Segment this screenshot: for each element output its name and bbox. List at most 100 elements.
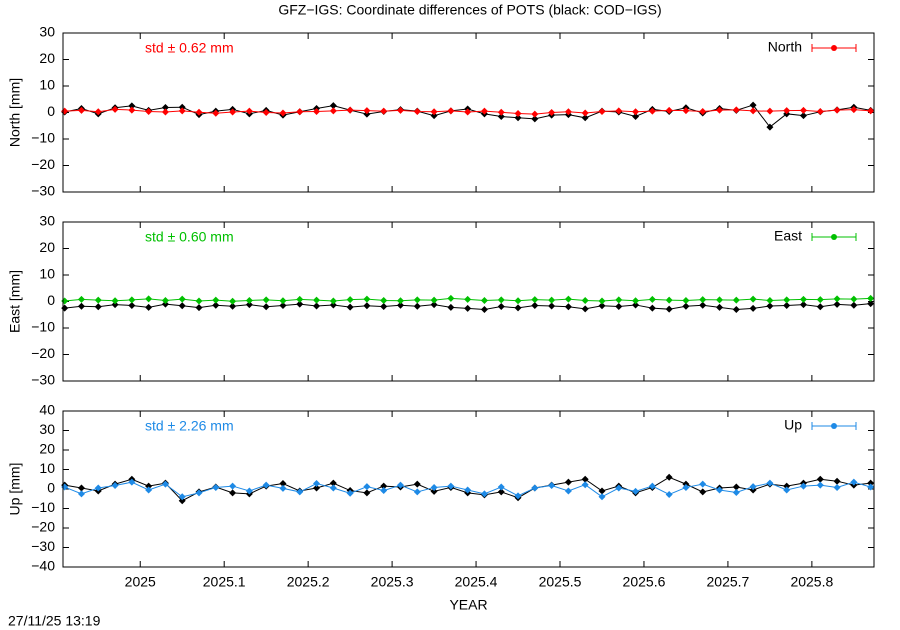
data-point <box>447 294 455 302</box>
data-point <box>111 301 119 309</box>
data-point <box>732 305 740 313</box>
data-point <box>548 296 556 304</box>
data-point <box>497 488 505 496</box>
y-tick-label: 20 <box>39 441 55 457</box>
data-point <box>178 103 186 111</box>
data-point <box>195 108 203 116</box>
data-point <box>564 303 572 311</box>
data-point <box>816 481 824 489</box>
data-point <box>766 123 774 131</box>
data-point <box>564 295 572 303</box>
data-point <box>783 107 791 115</box>
data-point <box>279 301 287 309</box>
data-point <box>799 295 807 303</box>
y-tick-label: −10 <box>31 319 55 335</box>
data-point <box>749 304 757 312</box>
data-point <box>77 106 85 114</box>
y-tick-label: 20 <box>39 239 55 255</box>
data-point <box>699 296 707 304</box>
data-point <box>867 479 875 487</box>
data-point <box>665 106 673 114</box>
data-point <box>514 110 522 118</box>
data-point <box>212 109 220 117</box>
data-point <box>245 487 253 495</box>
annotation: std ± 2.26 mm <box>145 418 234 434</box>
data-point <box>111 481 119 489</box>
y-tick-label: 30 <box>39 213 55 229</box>
y-tick-label: 40 <box>39 402 55 418</box>
data-point <box>816 296 824 304</box>
data-point <box>128 102 136 110</box>
data-point <box>648 107 656 115</box>
data-point <box>329 297 337 305</box>
data-point <box>766 296 774 304</box>
x-tick-label: 2025.8 <box>790 574 833 590</box>
data-point <box>682 296 690 304</box>
data-point <box>413 296 421 304</box>
data-point <box>94 303 102 311</box>
data-point <box>111 105 119 113</box>
data-point <box>632 108 640 116</box>
data-point <box>766 302 774 310</box>
data-point <box>464 304 472 312</box>
data-point <box>396 297 404 305</box>
data-point <box>161 296 169 304</box>
data-point <box>212 301 220 309</box>
data-point <box>732 483 740 491</box>
data-point <box>61 297 69 305</box>
data-point <box>783 296 791 304</box>
data-point <box>833 300 841 308</box>
data-point <box>178 295 186 303</box>
data-point <box>497 483 505 491</box>
data-point <box>766 107 774 115</box>
data-point <box>61 483 69 491</box>
data-point <box>430 487 438 495</box>
data-point <box>145 107 153 115</box>
data-point <box>833 477 841 485</box>
x-tick-label: 2025.2 <box>287 574 330 590</box>
data-point <box>514 114 522 122</box>
data-point <box>313 107 321 115</box>
data-point <box>296 295 304 303</box>
data-point <box>447 482 455 490</box>
data-point <box>867 107 875 115</box>
data-point <box>850 295 858 303</box>
annotation: std ± 0.62 mm <box>145 40 234 56</box>
data-point <box>396 481 404 489</box>
x-tick-label: 2025.6 <box>623 574 666 590</box>
x-tick-label: 2025.4 <box>455 574 498 590</box>
data-point <box>178 107 186 115</box>
y-tick-label: −20 <box>31 345 55 361</box>
y-tick-label: 0 <box>47 480 55 496</box>
y-tick-label: 10 <box>39 266 55 282</box>
data-point <box>783 301 791 309</box>
data-point <box>229 108 237 116</box>
data-point <box>195 297 203 305</box>
y-tick-label: −30 <box>31 372 55 388</box>
data-point <box>497 112 505 120</box>
data-point <box>279 480 287 488</box>
data-point <box>363 107 371 115</box>
y-tick-label: −20 <box>31 156 55 172</box>
data-point <box>598 107 606 115</box>
data-point <box>632 112 640 120</box>
data-point <box>128 478 136 486</box>
data-point <box>581 296 589 304</box>
data-point <box>699 301 707 309</box>
data-point <box>783 482 791 490</box>
data-point <box>279 484 287 492</box>
data-point <box>380 296 388 304</box>
data-point <box>229 489 237 497</box>
data-point <box>648 482 656 490</box>
data-point <box>497 296 505 304</box>
data-point <box>313 480 321 488</box>
y-tick-label: 10 <box>39 460 55 476</box>
data-point <box>480 305 488 313</box>
data-point <box>699 488 707 496</box>
data-point <box>816 475 824 483</box>
data-point <box>161 300 169 308</box>
data-point <box>413 488 421 496</box>
data-point <box>447 303 455 311</box>
data-point <box>581 114 589 122</box>
